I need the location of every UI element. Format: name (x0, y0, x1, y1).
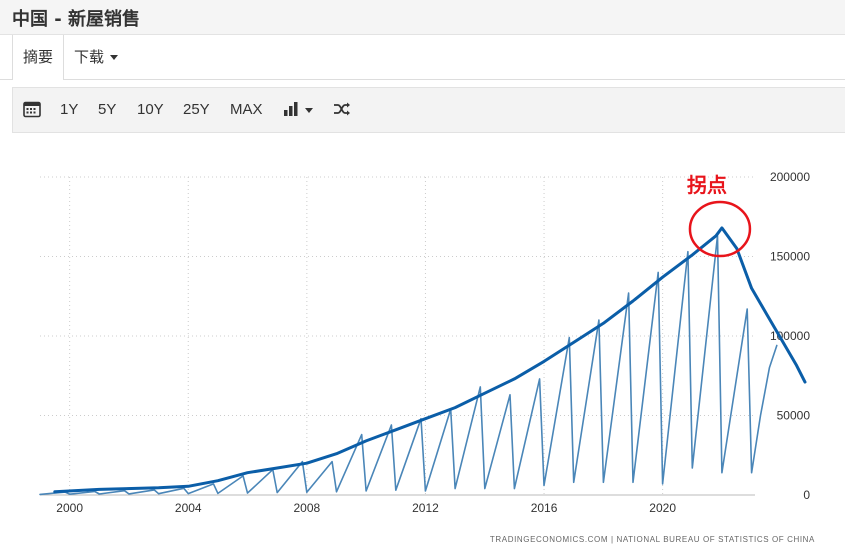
y-tick-label: 200000 (770, 170, 810, 184)
range-5y-button[interactable]: 5Y (98, 101, 117, 118)
source-attribution: TRADINGECONOMICS.COM | NATIONAL BUREAU O… (489, 535, 815, 544)
tab-summary-label: 摘要 (22, 48, 53, 66)
turning-point-circle (688, 200, 752, 258)
x-tick-label: 2016 (531, 501, 558, 515)
turning-point-label: 拐点 (687, 173, 727, 197)
page-title: 中国 - 新屋销售 (12, 9, 141, 30)
range-25y-button[interactable]: 25Y (183, 101, 210, 118)
x-tick-label: 2000 (56, 501, 83, 515)
trend-line (53, 226, 807, 494)
x-tick-label: 2008 (293, 501, 320, 515)
chevron-down-icon (305, 107, 313, 113)
monthly-sales-line (39, 235, 778, 496)
range-10y-button[interactable]: 10Y (137, 101, 164, 118)
bar-chart-icon (284, 101, 298, 116)
y-tick-label: 0 (803, 488, 810, 502)
y-tick-label: 150000 (770, 250, 810, 264)
y-tick-label: 50000 (777, 409, 811, 423)
x-tick-label: 2020 (649, 501, 676, 515)
title-bar: 中国 - 新屋销售 (0, 0, 845, 35)
download-dropdown[interactable]: 下载 (74, 35, 119, 79)
download-label: 下载 (74, 48, 105, 66)
calendar-icon (23, 101, 41, 117)
range-1y-button[interactable]: 1Y (60, 101, 79, 118)
tab-bar: 摘要 下载 (0, 35, 845, 80)
chart-area: 0 50000 100000 150000 200000 2000 2004 2008 2012… (0, 132, 845, 549)
x-tick-label: 2012 (412, 501, 439, 515)
chevron-down-icon (110, 55, 119, 60)
chart-toolbar: 1Y 5Y 10Y 25Y MAX (12, 87, 845, 133)
chart-type-dropdown[interactable] (283, 88, 313, 132)
calendar-button[interactable] (23, 88, 41, 132)
x-tick-label: 2004 (175, 501, 202, 515)
shuffle-icon (334, 102, 350, 116)
tab-summary[interactable]: 摘要 (12, 35, 64, 80)
shuffle-button[interactable] (333, 88, 351, 132)
range-max-button[interactable]: MAX (230, 101, 263, 118)
